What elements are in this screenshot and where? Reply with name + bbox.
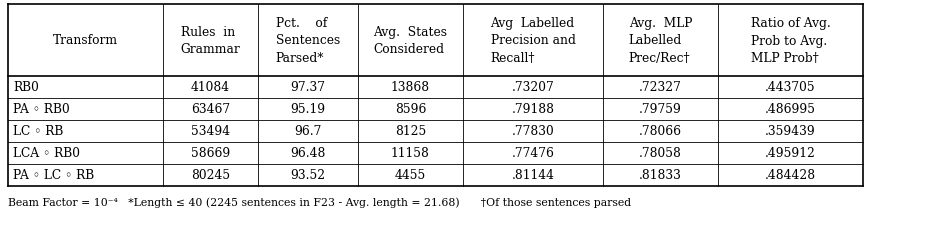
Text: 93.52: 93.52 bbox=[290, 169, 325, 182]
Text: LCA ◦ RB0: LCA ◦ RB0 bbox=[13, 147, 80, 160]
Text: .77830: .77830 bbox=[511, 125, 555, 138]
Text: 41084: 41084 bbox=[191, 81, 230, 94]
Text: 58669: 58669 bbox=[191, 147, 230, 160]
Text: .79759: .79759 bbox=[639, 103, 682, 116]
Text: 53494: 53494 bbox=[191, 125, 230, 138]
Text: Ratio of Avg.
Prob to Avg.
MLP Prob†: Ratio of Avg. Prob to Avg. MLP Prob† bbox=[751, 17, 830, 65]
Text: Rules  in
Grammar: Rules in Grammar bbox=[180, 26, 241, 56]
Text: RB0: RB0 bbox=[13, 81, 39, 94]
Text: Beam Factor = 10⁻⁴   *Length ≤ 40 (2245 sentences in F23 - Avg. length = 21.68) : Beam Factor = 10⁻⁴ *Length ≤ 40 (2245 se… bbox=[8, 196, 631, 207]
Text: 63467: 63467 bbox=[191, 103, 230, 116]
Text: .81144: .81144 bbox=[511, 169, 555, 182]
Text: .78066: .78066 bbox=[639, 125, 682, 138]
Text: .78058: .78058 bbox=[639, 147, 682, 160]
Text: .77476: .77476 bbox=[511, 147, 555, 160]
Text: .73207: .73207 bbox=[511, 81, 555, 94]
Text: .443705: .443705 bbox=[765, 81, 816, 94]
Text: 96.48: 96.48 bbox=[290, 147, 325, 160]
Text: 96.7: 96.7 bbox=[294, 125, 321, 138]
Text: 8596: 8596 bbox=[395, 103, 426, 116]
Text: .484428: .484428 bbox=[765, 169, 816, 182]
Text: PA ◦ LC ◦ RB: PA ◦ LC ◦ RB bbox=[13, 169, 94, 182]
Text: 4455: 4455 bbox=[395, 169, 426, 182]
Text: PA ◦ RB0: PA ◦ RB0 bbox=[13, 103, 70, 116]
Text: LC ◦ RB: LC ◦ RB bbox=[13, 125, 63, 138]
Text: 95.19: 95.19 bbox=[290, 103, 325, 116]
Text: .72327: .72327 bbox=[639, 81, 682, 94]
Text: .495912: .495912 bbox=[765, 147, 816, 160]
Text: 97.37: 97.37 bbox=[290, 81, 325, 94]
Text: Avg.  MLP
Labelled
Prec/Rec†: Avg. MLP Labelled Prec/Rec† bbox=[629, 17, 692, 65]
Text: Avg.  States
Considered: Avg. States Considered bbox=[373, 26, 447, 56]
Text: 11158: 11158 bbox=[391, 147, 430, 160]
Text: Transform: Transform bbox=[53, 34, 118, 47]
Text: .486995: .486995 bbox=[765, 103, 816, 116]
Text: Avg  Labelled
Precision and
Recall†: Avg Labelled Precision and Recall† bbox=[491, 17, 575, 65]
Text: 8125: 8125 bbox=[395, 125, 426, 138]
Text: .81833: .81833 bbox=[639, 169, 682, 182]
Text: Pct.    of
Sentences
Parsed*: Pct. of Sentences Parsed* bbox=[275, 17, 340, 65]
Text: .79188: .79188 bbox=[511, 103, 555, 116]
Text: 80245: 80245 bbox=[191, 169, 230, 182]
Text: .359439: .359439 bbox=[765, 125, 816, 138]
Text: 13868: 13868 bbox=[391, 81, 431, 94]
